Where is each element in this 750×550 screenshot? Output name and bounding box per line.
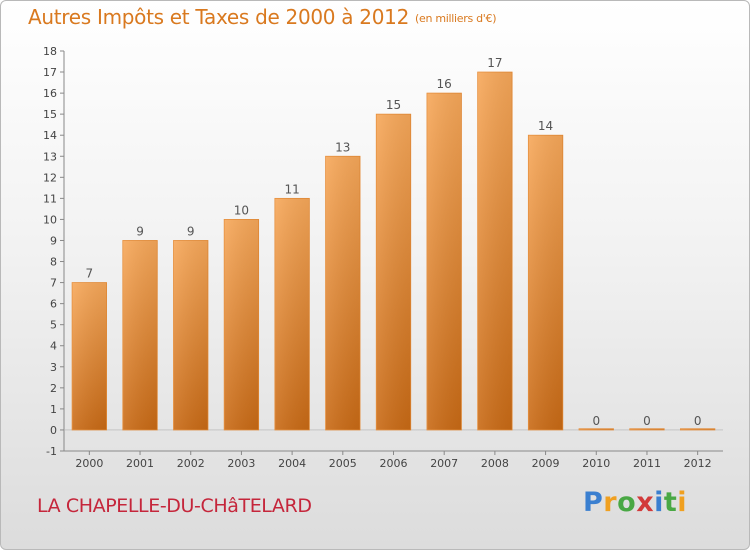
- x-tick-label: 2000: [75, 457, 103, 470]
- chart-axes: [60, 50, 723, 455]
- value-label: 11: [284, 182, 299, 196]
- x-tick-label: 2008: [481, 457, 509, 470]
- chart-bars: [71, 71, 716, 431]
- x-tick-label: 2012: [684, 457, 712, 470]
- y-tick-label: 9: [50, 234, 57, 247]
- bar-shade: [629, 428, 665, 430]
- y-tick-label: 1: [50, 403, 57, 416]
- x-tick-label: 2006: [380, 457, 408, 470]
- y-tick-label: 0: [50, 424, 57, 437]
- value-label: 9: [136, 224, 144, 238]
- bar-shade: [122, 240, 158, 430]
- x-tick-label: 2005: [329, 457, 357, 470]
- y-tick-label: 16: [43, 87, 57, 100]
- value-label: 0: [592, 414, 600, 428]
- bar-shade: [72, 282, 107, 430]
- value-label: 14: [538, 119, 553, 133]
- y-tick-label: 11: [43, 192, 57, 205]
- logo-letter: i: [677, 487, 688, 518]
- y-tick-label: 15: [43, 108, 57, 121]
- value-label: 15: [386, 98, 401, 112]
- x-tick-label: 2009: [532, 457, 560, 470]
- bar-shade: [477, 72, 513, 430]
- y-tick-label: 5: [50, 319, 57, 332]
- y-tick-label: 7: [50, 277, 57, 290]
- y-tick-label: 12: [43, 171, 57, 184]
- y-tick-label: -1: [46, 445, 57, 458]
- bar-shade: [528, 135, 563, 430]
- logo-letter: P: [583, 487, 604, 518]
- y-tick-label: 2: [50, 382, 57, 395]
- bar-shade: [325, 156, 361, 430]
- value-label: 10: [234, 203, 249, 217]
- bar-shade: [224, 219, 259, 430]
- chart-labels: -101234567891011121314151617187200092001…: [43, 45, 712, 470]
- y-tick-label: 14: [43, 129, 57, 142]
- y-tick-label: 3: [50, 361, 57, 374]
- chart-title: Autres Impôts et Taxes de 2000 à 2012 (en…: [28, 5, 496, 29]
- chart-title-text: Autres Impôts et Taxes de 2000 à 2012: [28, 5, 409, 29]
- proxiti-logo[interactable]: Proxiti: [583, 487, 687, 518]
- location-name: LA CHAPELLE-DU-CHâTELARD: [37, 495, 312, 517]
- logo-letter: o: [617, 487, 637, 518]
- x-tick-label: 2011: [633, 457, 661, 470]
- bar-shade: [579, 428, 614, 430]
- chart-subtitle: (en milliers d'€): [415, 12, 497, 25]
- bar-shade: [680, 428, 715, 430]
- value-label: 9: [187, 224, 195, 238]
- logo-letter: t: [663, 487, 678, 518]
- y-tick-label: 10: [43, 213, 57, 226]
- x-tick-label: 2004: [278, 457, 306, 470]
- bar-shade: [376, 114, 411, 430]
- value-label: 0: [643, 414, 651, 428]
- x-tick-label: 2007: [430, 457, 458, 470]
- logo-letter: r: [603, 487, 618, 518]
- x-tick-label: 2001: [126, 457, 154, 470]
- bar-shade: [426, 93, 462, 430]
- logo-letter: i: [654, 487, 664, 518]
- bar-shade: [173, 240, 208, 430]
- y-tick-label: 8: [50, 256, 57, 269]
- value-label: 13: [335, 140, 350, 154]
- value-label: 7: [86, 267, 94, 281]
- x-tick-label: 2003: [227, 457, 255, 470]
- y-tick-label: 6: [50, 298, 57, 311]
- value-label: 16: [437, 77, 452, 91]
- y-tick-label: 13: [43, 150, 57, 163]
- y-tick-label: 17: [43, 66, 57, 79]
- x-tick-label: 2002: [177, 457, 205, 470]
- y-tick-label: 18: [43, 45, 57, 58]
- bar-shade: [274, 198, 310, 430]
- y-tick-label: 4: [50, 340, 57, 353]
- logo-letter: x: [636, 487, 655, 518]
- value-label: 17: [487, 56, 502, 70]
- value-label: 0: [694, 414, 702, 428]
- x-tick-label: 2010: [582, 457, 610, 470]
